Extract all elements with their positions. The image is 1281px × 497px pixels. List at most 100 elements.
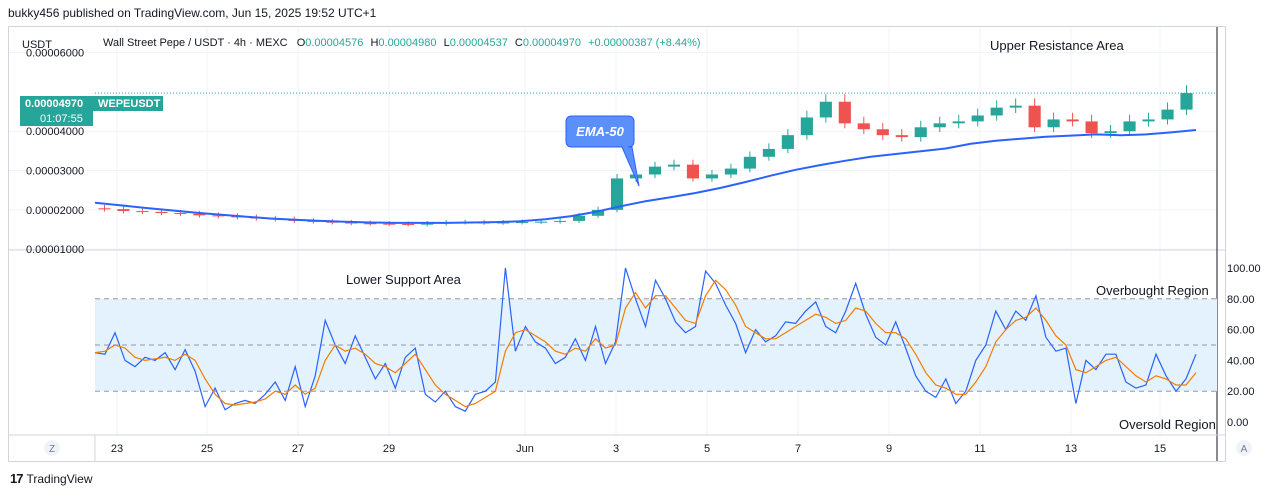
candle-body: [971, 115, 984, 122]
price-tag-countdown: 01:07:55: [40, 113, 83, 125]
rsi-ma-line: [94, 279, 1197, 408]
candle-body: [876, 129, 889, 136]
price-axis-labels: 0.00006000 0.00004000 0.00003000 0.00002000…: [26, 48, 84, 257]
currency-label: USDT: [22, 39, 52, 51]
left-button-label: Z: [49, 444, 55, 455]
time-tick-label: 15: [1154, 443, 1166, 455]
candle-body: [1180, 93, 1193, 110]
price-tick-label: 0.00004000: [26, 126, 84, 138]
candle-body: [345, 222, 358, 224]
candle-body: [838, 101, 851, 124]
candle-body: [705, 174, 719, 179]
symbol-line: Wall Street Pepe / USDT · 4h · MEXC: [103, 37, 288, 49]
ema50-line: [94, 129, 1197, 224]
candle-body: [667, 164, 681, 167]
upper-resistance-label: Upper Resistance Area: [990, 38, 1124, 53]
candle-body: [516, 222, 529, 224]
candle-body: [1161, 109, 1174, 120]
candle-body: [554, 220, 567, 222]
time-tick-label: 11: [974, 443, 985, 455]
candle-body: [914, 127, 927, 138]
right-button-label: A: [1241, 444, 1248, 455]
rsi-tick-label: 20.00: [1227, 386, 1255, 398]
candle-body: [952, 121, 965, 124]
open-value: 0.00004576: [305, 37, 363, 49]
auto-scale-button[interactable]: [1236, 440, 1252, 456]
candle-body: [402, 224, 415, 226]
rsi-band: [95, 298, 1217, 392]
candle-body: [174, 213, 187, 215]
high-value: 0.00004980: [378, 37, 436, 49]
candle-body: [857, 123, 870, 130]
candle-body: [497, 222, 510, 224]
candle-body: [98, 208, 111, 210]
close-value: 0.00004970: [523, 37, 581, 49]
time-tick-label: Jun: [516, 443, 534, 455]
price-tick-label: 0.00002000: [26, 205, 84, 217]
candle-body: [781, 135, 794, 149]
candle-body: [1104, 131, 1117, 134]
rsi-tick-label: 100.00: [1227, 263, 1261, 275]
time-tick-label: 29: [383, 443, 395, 455]
candle-body: [800, 117, 813, 136]
candle-body: [572, 215, 586, 221]
low-value: 0.00004537: [450, 37, 508, 49]
candle-body: [1028, 105, 1041, 128]
countdown-box: [20, 111, 93, 126]
candle-body: [1123, 121, 1136, 132]
candle-body: [364, 223, 377, 225]
time-tick-label: 13: [1065, 443, 1077, 455]
candle-body: [383, 223, 396, 225]
candle-body: [212, 215, 225, 217]
candles: [98, 85, 1193, 227]
tradingview-logo-icon: 17: [10, 471, 24, 486]
price-tag: 0.00004970 WEPEUSDT 01:07:55: [20, 96, 163, 126]
change-value: +0.00000387 (+8.44%): [588, 37, 701, 49]
publisher-header: bukky456 published on TradingView.com, J…: [8, 6, 377, 20]
time-tick-label: 5: [704, 443, 710, 455]
rsi-axis-labels: 100.00 80.00 60.00 40.00 20.00 0.00: [1227, 263, 1261, 429]
time-tick-label: 25: [201, 443, 213, 455]
time-tick-label: 27: [292, 443, 304, 455]
high-label: H: [370, 37, 378, 49]
overbought-label: Overbought Region: [1096, 283, 1209, 298]
rsi-line: [94, 267, 1197, 412]
candle-body: [895, 135, 908, 138]
candle-body: [1047, 119, 1060, 128]
ema-callout-bubble: [565, 115, 640, 187]
rsi-tick-label: 0.00: [1227, 417, 1248, 429]
price-tick-label: 0.00003000: [26, 166, 84, 178]
candle-body: [535, 221, 548, 223]
candle-body: [610, 178, 624, 210]
candle-body: [933, 123, 946, 128]
rsi-tick-label: 40.00: [1227, 355, 1255, 367]
candle-body: [136, 211, 149, 213]
candle-body: [155, 211, 168, 214]
time-tick-label: 7: [795, 443, 801, 455]
candle-body: [421, 223, 434, 225]
time-tick-label: 9: [886, 443, 892, 455]
candle-body: [762, 148, 775, 157]
candle-body: [648, 166, 662, 175]
candle-body: [1085, 121, 1098, 134]
candle-body: [1009, 105, 1022, 108]
rsi-tick-label: 60.00: [1227, 325, 1255, 337]
close-label: C: [515, 37, 523, 49]
candle-body: [193, 213, 206, 216]
tradingview-brand: TradingView: [26, 471, 93, 486]
price-tag-symbol: WEPEUSDT: [98, 98, 161, 110]
open-label: O: [297, 37, 306, 49]
price-tag-box: [20, 96, 163, 111]
time-tick-label: 23: [111, 443, 123, 455]
candle-body: [117, 209, 130, 212]
tradingview-footer: 17 TradingView: [10, 471, 93, 486]
oversold-label: Oversold Region: [1119, 417, 1216, 432]
price-tick-label: 0.00006000: [26, 48, 84, 60]
log-scale-button[interactable]: [44, 440, 60, 456]
candle-body: [1142, 119, 1155, 122]
candle-body: [819, 101, 832, 118]
ema-callout-text: EMA-50: [576, 124, 624, 139]
candle-body: [1066, 119, 1079, 122]
candle-body: [743, 156, 756, 169]
